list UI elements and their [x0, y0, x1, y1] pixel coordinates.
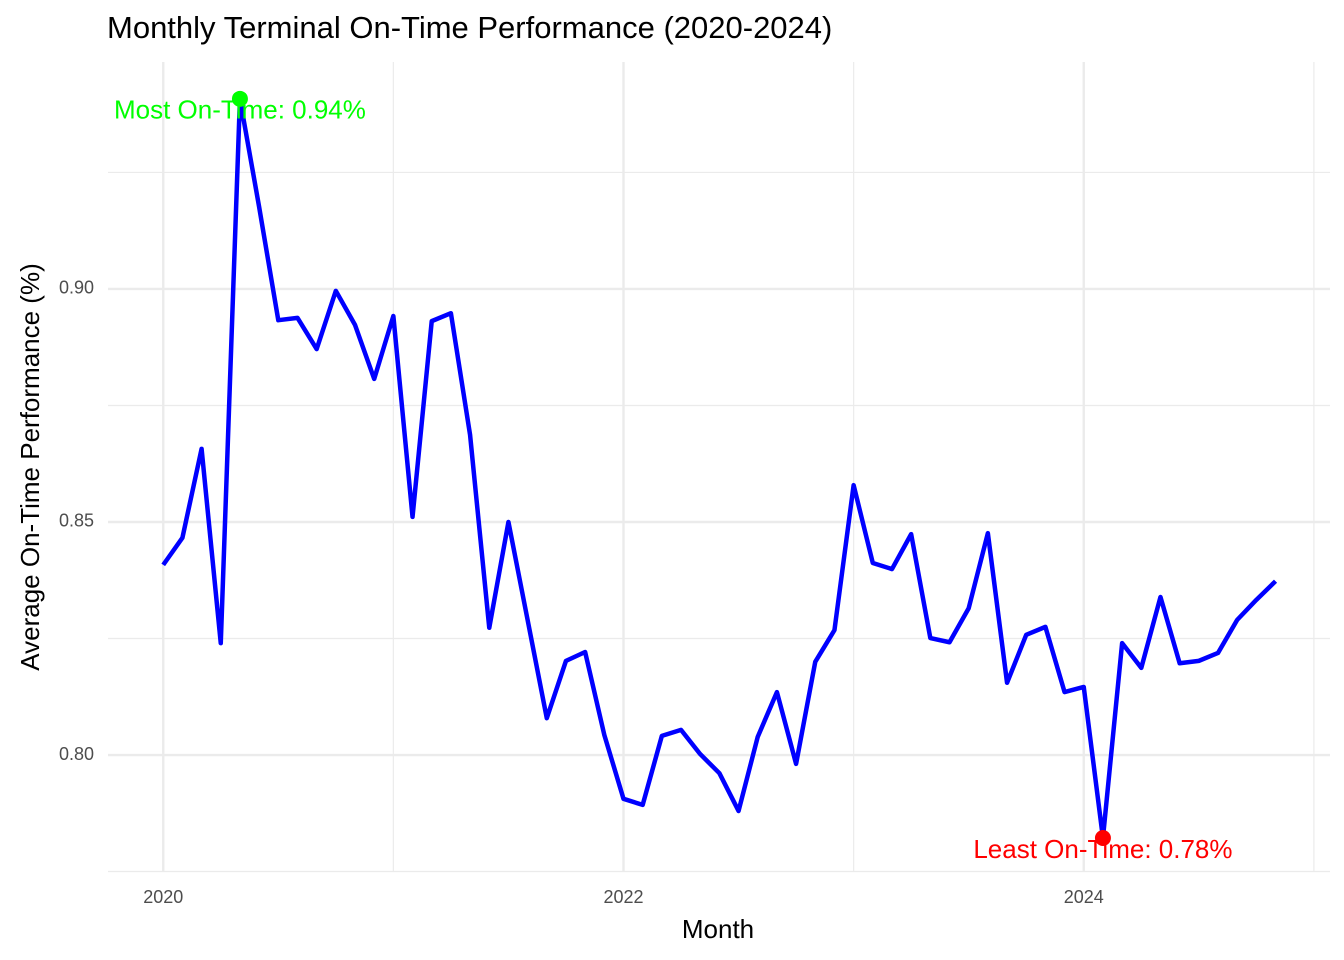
- annotation-label: Most On-Time: 0.94%: [114, 95, 366, 125]
- x-tick-label: 2022: [603, 887, 643, 907]
- annotation-point: [1094, 829, 1111, 846]
- data-line: [161, 96, 1278, 841]
- y-tick-label: 0.90: [59, 278, 94, 298]
- x-tick-label: 2024: [1064, 887, 1104, 907]
- x-tick-label: 2020: [143, 887, 183, 907]
- chart-title: Monthly Terminal On-Time Performance (20…: [107, 10, 832, 45]
- annotation-label: Least On-Time: 0.78%: [973, 834, 1232, 864]
- y-axis-title: Average On-Time Performance (%): [15, 263, 45, 670]
- y-tick-label: 0.80: [59, 744, 94, 764]
- annotation-point: [231, 90, 248, 107]
- x-axis-title: Month: [682, 914, 754, 944]
- y-tick-label: 0.85: [59, 511, 94, 531]
